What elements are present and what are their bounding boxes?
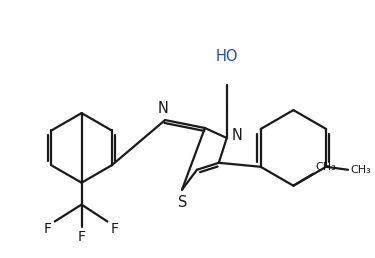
Text: F: F bbox=[44, 222, 52, 237]
Text: CH₃: CH₃ bbox=[350, 165, 371, 175]
Text: N: N bbox=[232, 128, 243, 143]
Text: N: N bbox=[158, 101, 168, 116]
Text: CH₃: CH₃ bbox=[315, 162, 336, 172]
Text: F: F bbox=[78, 230, 86, 244]
Text: S: S bbox=[178, 195, 188, 210]
Text: F: F bbox=[110, 222, 118, 237]
Text: HO: HO bbox=[216, 49, 238, 64]
